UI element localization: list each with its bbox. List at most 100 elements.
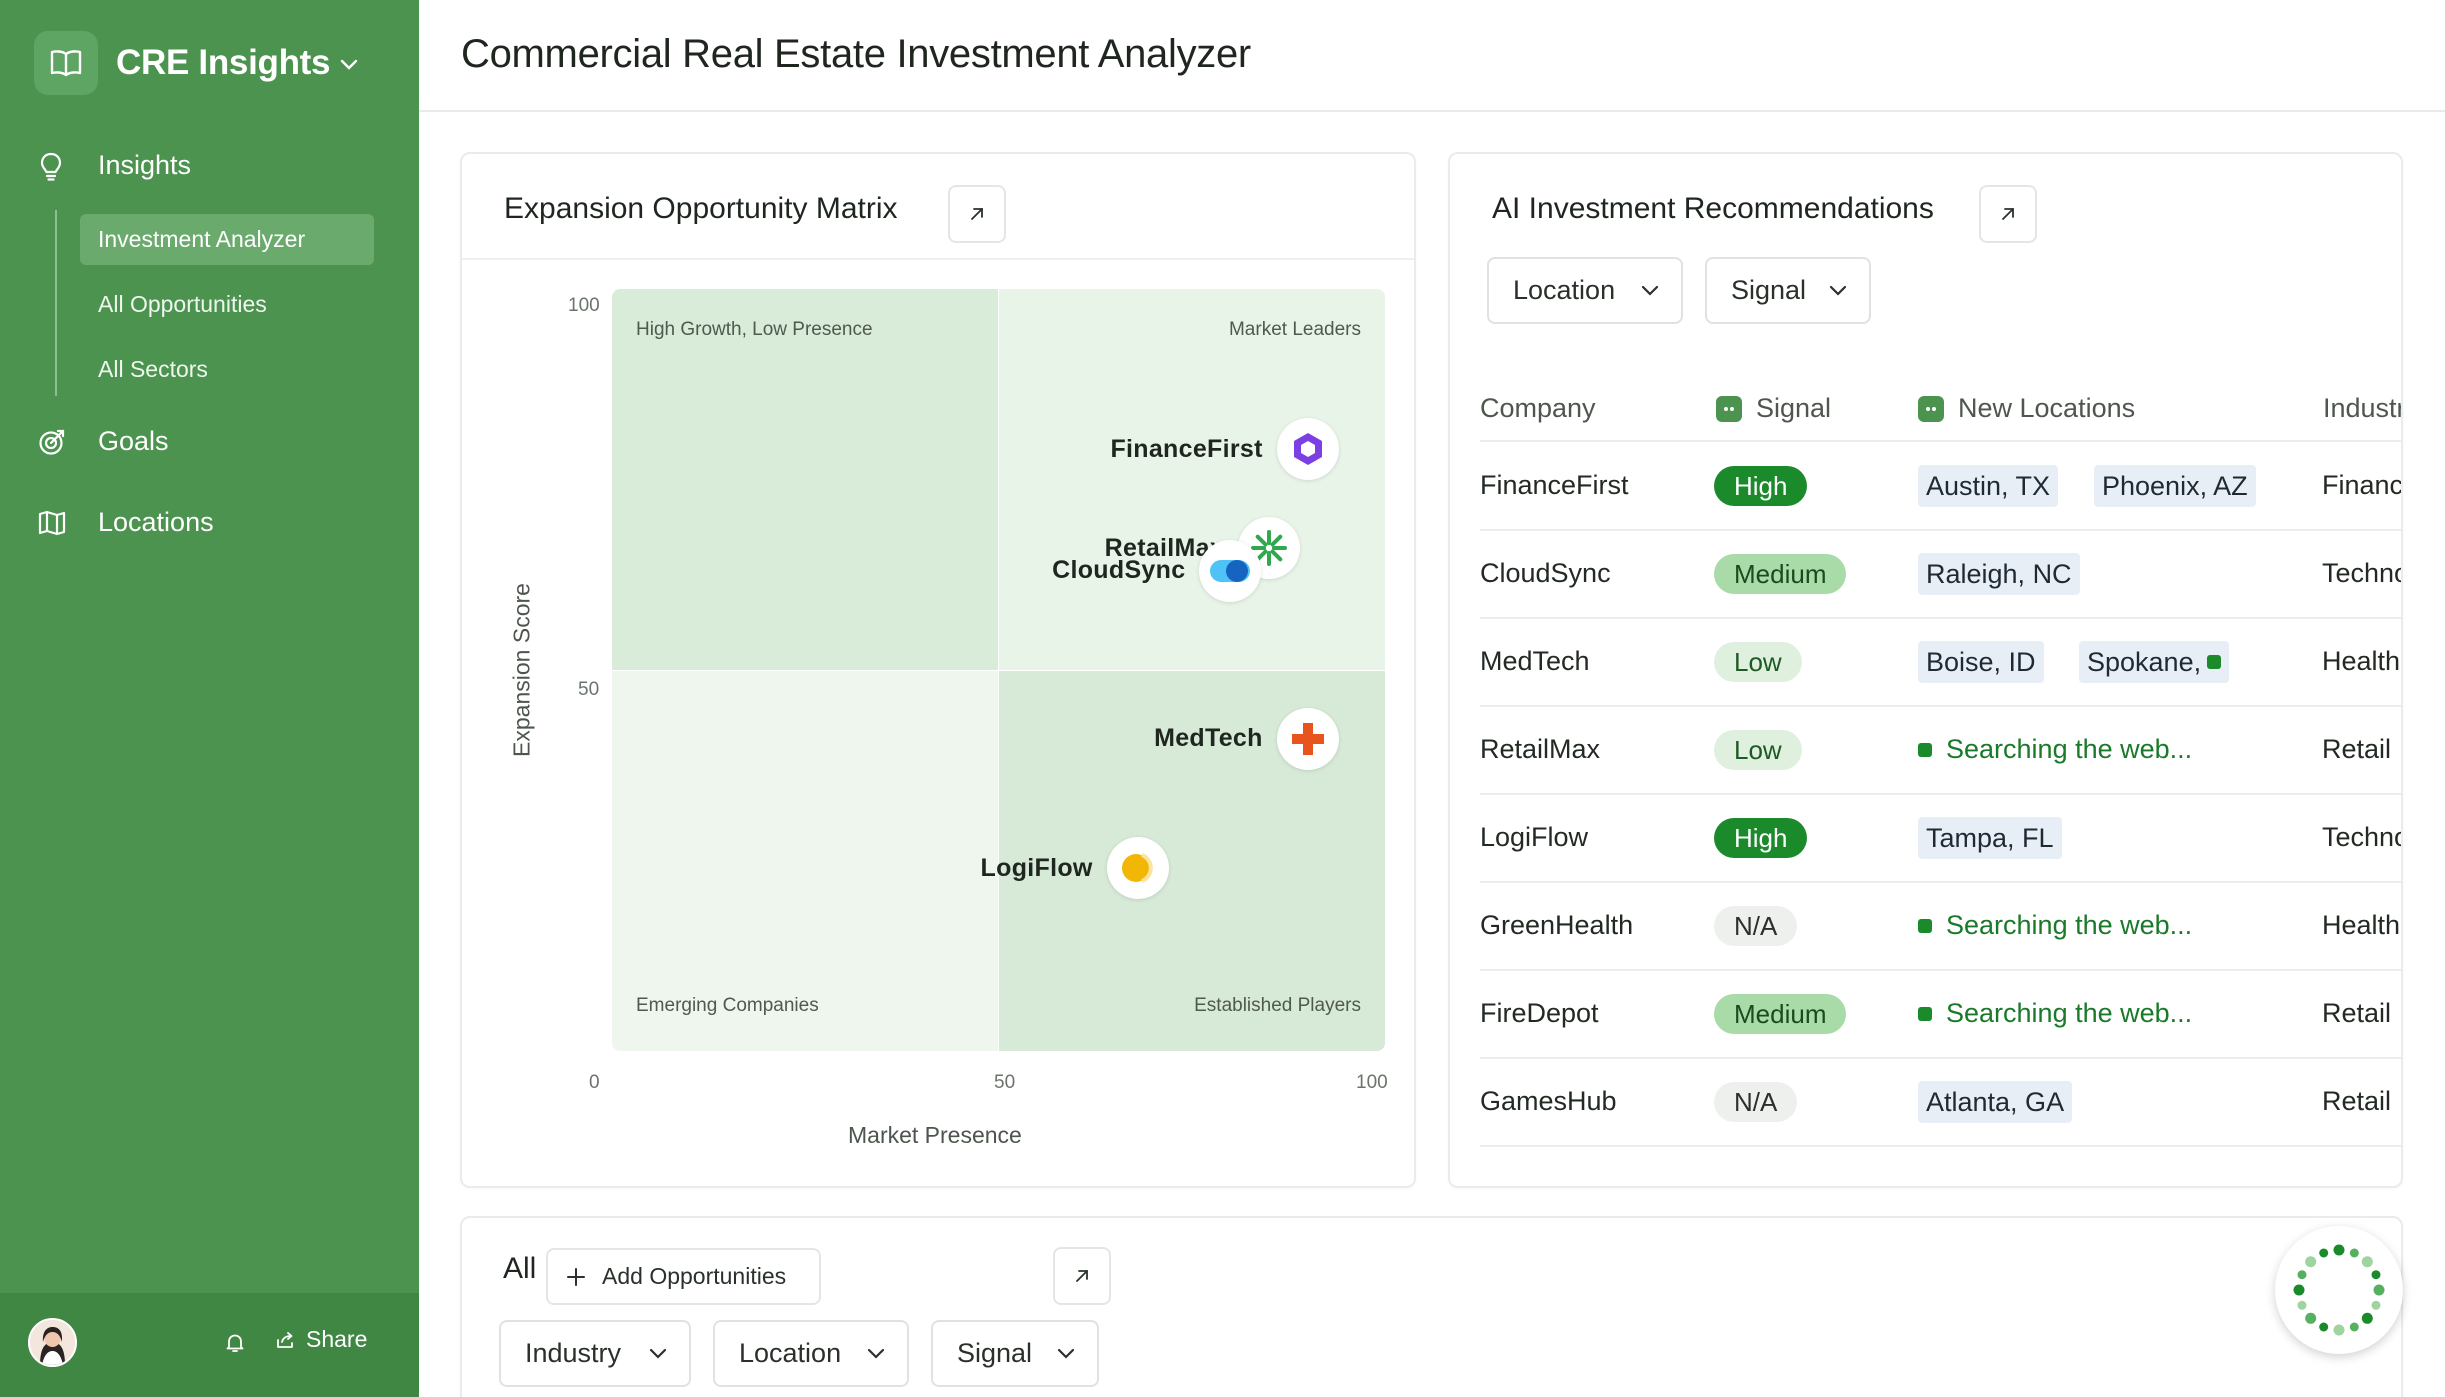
select-value: Signal — [1731, 275, 1807, 305]
company-cell: LogiFlow — [1480, 822, 1589, 852]
row-divider — [1480, 529, 2401, 531]
location-text: Boise, ID — [1926, 646, 2036, 677]
quadrant-market-leaders — [999, 289, 1385, 670]
searching-text: Searching the web... — [1946, 998, 2193, 1028]
signal-badge: N/A — [1714, 906, 1798, 946]
point-label: LogiFlow — [980, 853, 1093, 882]
matrix-point-financefirst[interactable]: FinanceFirst — [1110, 418, 1339, 481]
y-tick: 100 — [568, 295, 600, 316]
company-cell: GreenHealth — [1480, 910, 1634, 940]
point-label: MedTech — [1154, 724, 1263, 753]
bell-icon[interactable] — [226, 1333, 244, 1358]
logiflow-logo-icon — [1106, 837, 1169, 900]
signal-badge: Low — [1714, 730, 1802, 770]
map-icon — [38, 510, 74, 536]
add-label: Add Opportunities — [602, 1263, 787, 1289]
quadrant-emerging — [612, 671, 998, 1051]
table-canvas: Company Signal New Locations Industr Fin… — [1450, 380, 2401, 1160]
recommendations-table: Company Signal New Locations Industr Fin… — [1450, 380, 2401, 1160]
col-signal[interactable]: Signal — [1716, 393, 1831, 424]
row-divider — [1480, 1145, 2401, 1147]
nav-insights[interactable]: Insights — [38, 150, 191, 181]
location-text: Tampa, FL — [1926, 822, 2054, 853]
industry-cell: Retail — [2322, 1086, 2392, 1116]
financefirst-logo-icon — [1276, 418, 1339, 481]
industry-cell: Retail — [2322, 734, 2392, 764]
signal-badge: N/A — [1714, 1082, 1798, 1122]
nav-label: Insights — [98, 150, 192, 180]
matrix-point-logiflow[interactable]: LogiFlow — [980, 837, 1169, 900]
searching-status: Searching the web... — [1918, 734, 2192, 765]
signal-badge: High — [1714, 818, 1808, 858]
nav-goals[interactable]: Goals — [38, 426, 169, 457]
col-industry[interactable]: Industr — [2323, 393, 2401, 423]
add-opportunities-button[interactable]: Add Opportunities — [546, 1248, 821, 1305]
location-tag: Tampa, FL — [1918, 817, 2062, 859]
share-button[interactable]: Share — [276, 1326, 367, 1353]
subnav-all-sectors[interactable]: All Sectors — [98, 356, 208, 382]
bottom-signal-filter[interactable]: Signal — [931, 1320, 1099, 1387]
chevron-down-icon — [649, 1348, 667, 1359]
location-filter[interactable]: Location — [1487, 257, 1683, 324]
plus-icon — [567, 1267, 585, 1286]
col-label: Signal — [1756, 393, 1832, 423]
col-new-locations[interactable]: New Locations — [1918, 393, 2135, 424]
row-divider — [1480, 617, 2401, 619]
status-dot — [1918, 918, 1932, 933]
nav-label: Goals — [98, 426, 169, 456]
x-axis-label: Market Presence — [848, 1122, 1022, 1148]
industry-cell: Health — [2322, 646, 2401, 676]
quadrant-label: Market Leaders — [1228, 319, 1361, 340]
sidebar: CRE Insights Insights Investment Analyze… — [0, 0, 419, 1397]
subnav-all-opportunities[interactable]: All Opportunities — [98, 291, 267, 317]
chevron-down-icon — [1641, 285, 1659, 296]
signal-filter[interactable]: Signal — [1705, 257, 1871, 324]
arrow-up-right-icon — [1076, 1270, 1088, 1282]
medtech-logo-icon — [1276, 707, 1339, 770]
y-tick: 50 — [578, 679, 600, 700]
location-text: Raleigh, NC — [1926, 558, 2072, 589]
avatar[interactable] — [28, 1318, 77, 1367]
arrow-up-right-icon — [2002, 208, 2014, 220]
nav-label: Locations — [98, 507, 214, 537]
signal-badge: High — [1714, 466, 1808, 506]
location-text: Phoenix, AZ — [2102, 470, 2248, 501]
expand-recommendations-button[interactable] — [1979, 185, 2037, 243]
status-dot — [1918, 1006, 1932, 1021]
matrix-point-cloudsync[interactable]: CloudSync — [1052, 539, 1262, 602]
status-dot — [2207, 655, 2222, 669]
share-label: Share — [306, 1326, 368, 1352]
subnav-investment-analyzer[interactable]: Investment Analyzer — [80, 214, 374, 265]
expand-all-button[interactable] — [1053, 1247, 1111, 1305]
section-title: All — [503, 1252, 537, 1285]
location-tag: Raleigh, NC — [1918, 553, 2080, 595]
row-divider — [1480, 969, 2401, 971]
ai-column-icon — [1716, 395, 1742, 422]
matrix-point-medtech[interactable]: MedTech — [1154, 707, 1339, 770]
industry-cell: Retail — [2322, 998, 2392, 1028]
bottom-location-filter[interactable]: Location — [713, 1320, 909, 1387]
quadrant-high-growth — [612, 289, 998, 670]
col-company[interactable]: Company — [1480, 393, 1596, 423]
expand-matrix-button[interactable] — [948, 185, 1006, 243]
row-divider — [1480, 793, 2401, 795]
card-divider — [462, 258, 1414, 260]
quadrant-label: Established Players — [1194, 995, 1361, 1016]
ai-column-icon — [1918, 395, 1944, 422]
nav-locations[interactable]: Locations — [38, 507, 214, 538]
location-text: Atlanta, GA — [1926, 1086, 2065, 1117]
location-tag: Austin, TX — [1918, 465, 2059, 507]
col-label: New Locations — [1958, 393, 2136, 423]
signal-badge: Medium — [1714, 994, 1847, 1034]
select-value: Location — [739, 1338, 842, 1368]
x-tick: 100 — [1356, 1072, 1388, 1093]
company-cell: CloudSync — [1480, 558, 1611, 588]
industry-filter[interactable]: Industry — [499, 1320, 691, 1387]
cloudsync-logo-icon — [1199, 539, 1262, 602]
target-icon — [38, 428, 74, 456]
ai-assistant-button[interactable] — [2275, 1226, 2403, 1354]
industry-cell: Techno — [2322, 558, 2401, 588]
location-tag: Spokane, — [2079, 641, 2230, 683]
company-cell: GamesHub — [1480, 1086, 1617, 1116]
workspace-switcher[interactable]: CRE Insights — [34, 31, 358, 95]
